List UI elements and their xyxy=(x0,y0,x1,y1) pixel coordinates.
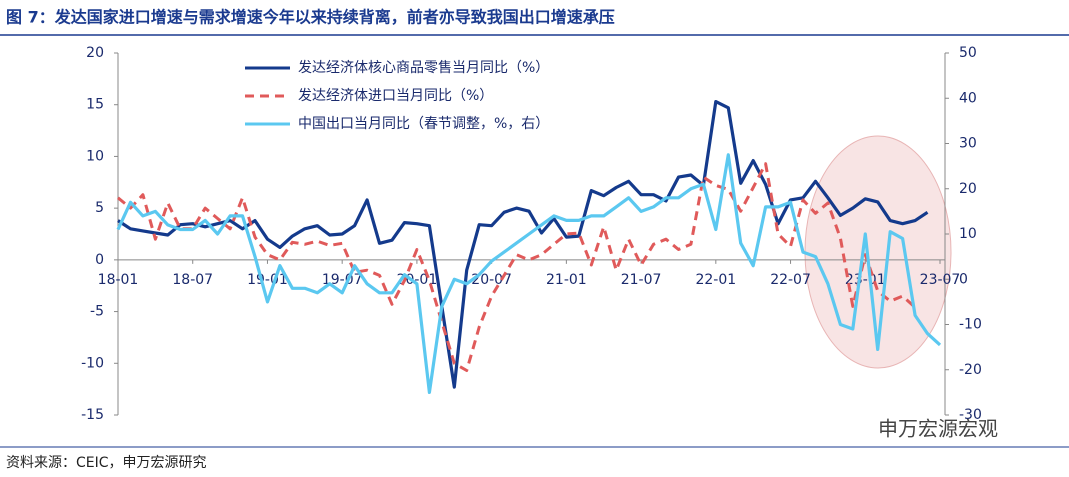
series-line xyxy=(117,100,929,389)
y-tick-label: -10 xyxy=(81,355,104,371)
legend-label: 发达经济体进口当月同比（%） xyxy=(298,88,493,104)
y-tick-label: 5 xyxy=(95,200,104,216)
y2-tick-label: 10 xyxy=(959,226,977,242)
x-tick-label: 21-07 xyxy=(621,272,662,288)
y2-tick-label: 0 xyxy=(959,271,968,287)
x-tick-label: 18-01 xyxy=(98,272,139,288)
y2-tick-label: -30 xyxy=(959,407,982,423)
y2-tick-label: 50 xyxy=(959,45,977,61)
y2-tick-label: 30 xyxy=(959,136,977,152)
series-line xyxy=(116,153,942,394)
y2-tick-label: 20 xyxy=(959,181,977,197)
y-tick-label: 0 xyxy=(95,252,104,268)
x-tick-label: 22-07 xyxy=(770,272,811,288)
y-tick-label: -15 xyxy=(81,407,104,423)
y-tick-label: 20 xyxy=(86,45,104,61)
x-tick-label: 22-01 xyxy=(695,272,736,288)
y-tick-label: 15 xyxy=(86,97,104,113)
y-tick-label: -5 xyxy=(90,304,104,320)
y-tick-label: 10 xyxy=(86,148,104,164)
series-line xyxy=(117,162,917,372)
y2-tick-label: -10 xyxy=(959,317,982,333)
watermark: 申万宏源宏观 xyxy=(878,417,998,441)
x-tick-label: 23-01 xyxy=(845,272,886,288)
x-tick-label: 18-07 xyxy=(172,272,213,288)
legend-label: 中国出口当月同比（春节调整，%，右） xyxy=(298,116,549,132)
x-tick-label: 23-07 xyxy=(920,272,961,288)
legend-label: 发达经济体核心商品零售当月同比（%） xyxy=(298,60,549,76)
x-tick-label: 19-01 xyxy=(247,272,288,288)
x-tick-label: 21-01 xyxy=(546,272,587,288)
source: 资料来源：CEIC，申万宏源研究 xyxy=(6,455,207,471)
y2-tick-label: -20 xyxy=(959,362,982,378)
y2-tick-label: 40 xyxy=(959,90,977,106)
chart-title: 图 7：发达国家进口增速与需求增速今年以来持续背离，前者亦导致我国出口增速承压 xyxy=(6,8,615,27)
x-tick-label: 20-07 xyxy=(471,272,512,288)
